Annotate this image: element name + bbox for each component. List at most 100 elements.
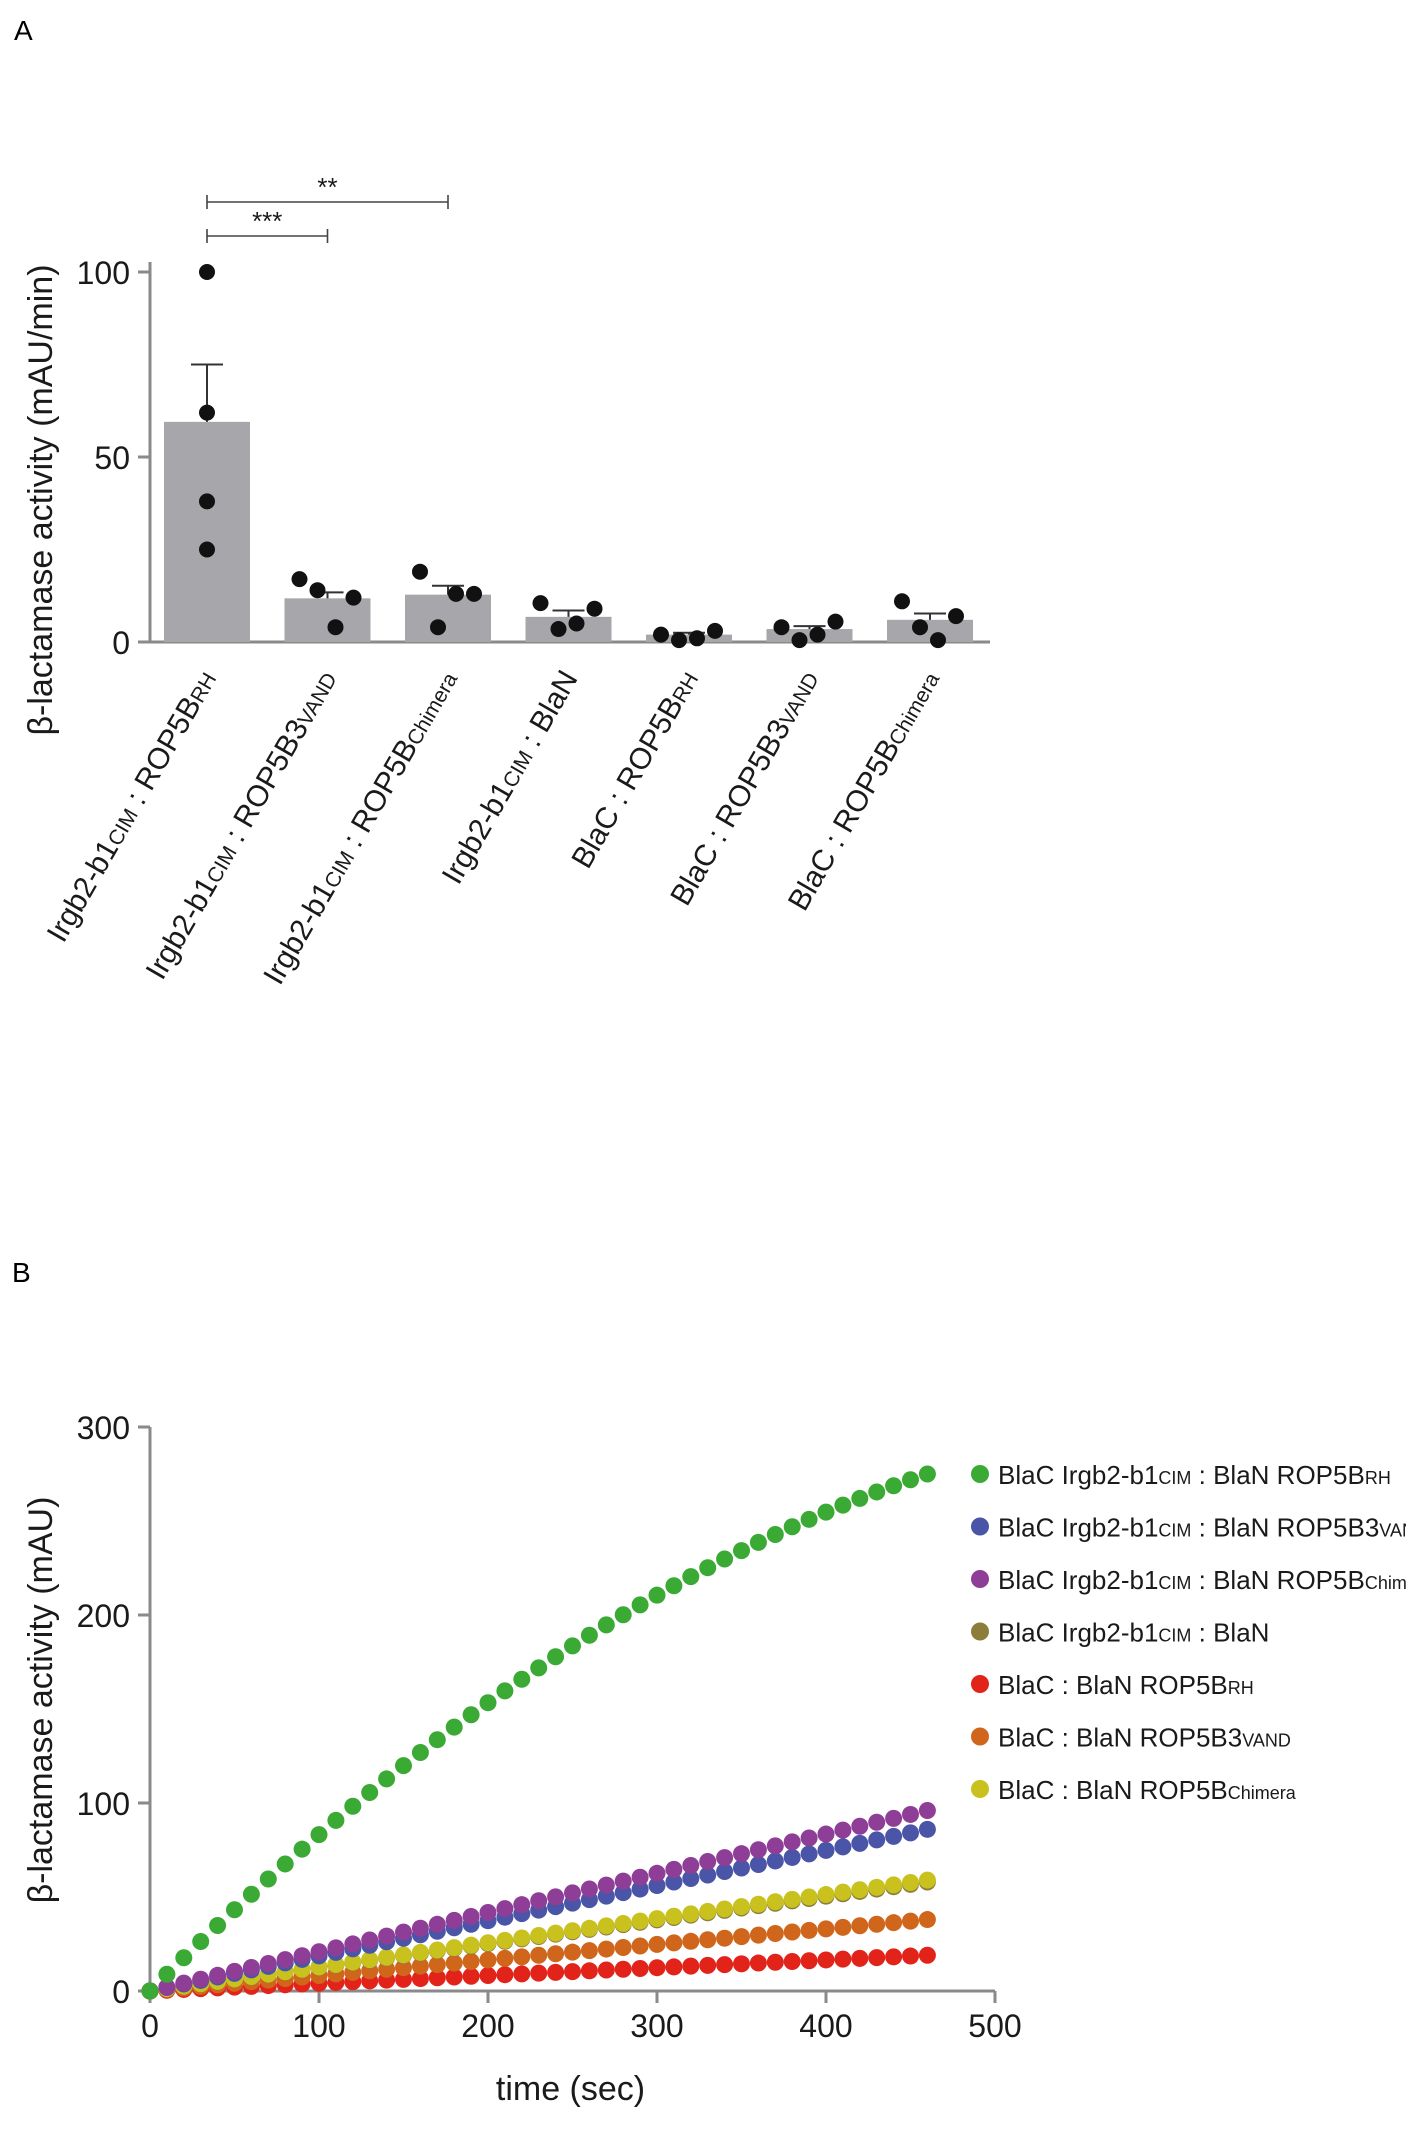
series-5-point-25 — [564, 1943, 581, 1961]
series-0-point-11 — [327, 1811, 345, 1829]
series-1-point-34 — [716, 1862, 734, 1880]
series-6-point-37 — [766, 1893, 784, 1911]
series-5-point-28 — [614, 1939, 632, 1957]
category-sub2-2: Chimera — [403, 669, 463, 750]
series-6-point-42 — [851, 1881, 869, 1899]
legend-label-0: BlaC Irgb2-b1CIM : BlaN ROP5BRH — [998, 1460, 1391, 1490]
legend-main-1: BlaC Irgb2-b1 — [998, 1513, 1158, 1543]
series-5-point-27 — [597, 1940, 615, 1958]
sig-label-1: ** — [317, 172, 337, 202]
series-2-point-26 — [580, 1880, 598, 1898]
series-2-point-41 — [834, 1821, 852, 1839]
bar-3 — [525, 616, 612, 642]
data-point-4-3 — [707, 622, 723, 639]
y-axis-label-b: β-lactamase activity (mAU) — [22, 1497, 60, 1904]
data-point-3-1 — [550, 621, 567, 638]
series-2-point-45 — [902, 1805, 919, 1823]
series-5-point-32 — [682, 1932, 700, 1950]
legend-sub2-2: Chimera — [1365, 1573, 1406, 1593]
series-4-point-25 — [564, 1963, 581, 1981]
series-0-point-7 — [259, 1870, 277, 1888]
series-5-point-41 — [834, 1918, 852, 1936]
category-sep-2: : ROP5B — [332, 734, 424, 860]
legend-label-3: BlaC Irgb2-b1CIM : BlaN — [998, 1618, 1269, 1648]
category-sub1-5: VAND — [776, 669, 824, 730]
series-2-point-22 — [513, 1896, 531, 1914]
series-5-point-34 — [716, 1929, 734, 1947]
series-0-point-21 — [496, 1682, 514, 1700]
data-point-4-2 — [689, 630, 705, 647]
legend-marker-5 — [971, 1727, 989, 1746]
series-2-point-32 — [682, 1856, 700, 1874]
series-2-point-14 — [378, 1927, 396, 1945]
series-6-point-11 — [327, 1955, 345, 1973]
series-2-point-4 — [209, 1966, 227, 1984]
legend-marker-3 — [971, 1622, 989, 1641]
series-0 — [141, 1465, 936, 2000]
legend-main-6: BlaC : BlaN ROP5B — [998, 1775, 1228, 1805]
x-tick-label-b-500: 500 — [968, 2008, 1021, 2044]
series-6-point-26 — [580, 1919, 598, 1937]
legend-main-4: BlaC : BlaN ROP5B — [998, 1670, 1228, 1700]
series-0-point-46 — [918, 1465, 936, 1483]
data-point-1-0 — [291, 571, 308, 588]
series-5-point-38 — [783, 1923, 801, 1941]
series-2-point-46 — [918, 1802, 936, 1820]
series-4-point-35 — [733, 1955, 750, 1973]
series-2-point-27 — [597, 1876, 615, 1894]
series-2-point-29 — [631, 1868, 649, 1886]
series-5-point-23 — [530, 1946, 548, 1964]
series-6-point-14 — [378, 1948, 396, 1966]
x-tick-label-b-200: 200 — [461, 2008, 514, 2044]
series-5-point-33 — [699, 1931, 717, 1949]
series-5-point-20 — [479, 1951, 497, 1969]
series-4-point-16 — [411, 1970, 429, 1988]
series-6-point-18 — [445, 1939, 463, 1957]
series-6-point-28 — [614, 1914, 632, 1932]
series-4-point-40 — [817, 1951, 835, 1969]
legend-sub2-1: VAND — [1379, 1521, 1406, 1541]
series-5-point-22 — [513, 1948, 531, 1966]
series-4-point-41 — [834, 1950, 852, 1968]
series-2-point-6 — [242, 1958, 260, 1976]
series-6-point-46 — [918, 1871, 936, 1889]
series-6-point-27 — [597, 1917, 615, 1935]
series-1-point-43 — [868, 1831, 886, 1849]
series-1-point-45 — [902, 1824, 919, 1842]
series-0-point-26 — [580, 1626, 598, 1644]
series-2-point-43 — [868, 1813, 886, 1831]
x-axis-label-b: time (sec) — [496, 2070, 645, 2108]
category-sep-1: : ROP5B3 — [215, 714, 315, 855]
series-0-point-33 — [699, 1559, 717, 1577]
series-2-point-44 — [885, 1809, 903, 1827]
series-2-point-15 — [395, 1923, 412, 1941]
series-1-point-44 — [885, 1827, 903, 1845]
series-5-point-24 — [547, 1945, 565, 1963]
series-5-point-35 — [733, 1928, 750, 1946]
data-point-1-3 — [345, 589, 362, 606]
series-0-point-6 — [242, 1885, 260, 1903]
series-2-point-30 — [648, 1864, 666, 1882]
series-4-point-30 — [648, 1959, 666, 1977]
series-6-point-17 — [428, 1941, 446, 1959]
data-point-0-0 — [199, 264, 215, 280]
legend-label-1: BlaC Irgb2-b1CIM : BlaN ROP5B3VAND — [998, 1513, 1406, 1543]
series-2-point-1 — [158, 1978, 176, 1996]
legend-sub1-2: CIM — [1158, 1573, 1191, 1593]
line-chart-b: 0 100 200 300 0 100 200 300 400 500 time (sec) β-la… — [22, 1410, 1406, 2108]
data-point-3-2 — [568, 615, 585, 632]
series-2-point-23 — [530, 1892, 548, 1910]
series-1-point-36 — [749, 1855, 767, 1873]
series-0-point-32 — [682, 1568, 700, 1586]
series-2-point-13 — [361, 1931, 379, 1949]
series-6-point-22 — [513, 1929, 531, 1947]
bar-1 — [284, 598, 371, 642]
category-label-4: BlaC : ROP5BRH — [565, 665, 705, 874]
series-6-point-43 — [868, 1878, 886, 1896]
series-1-point-41 — [834, 1838, 852, 1856]
series-0-point-35 — [733, 1542, 750, 1560]
series-0-point-42 — [851, 1489, 869, 1507]
series-6-point-13 — [361, 1951, 379, 1969]
series-2-point-21 — [496, 1900, 514, 1918]
legend-marker-4 — [971, 1675, 989, 1693]
